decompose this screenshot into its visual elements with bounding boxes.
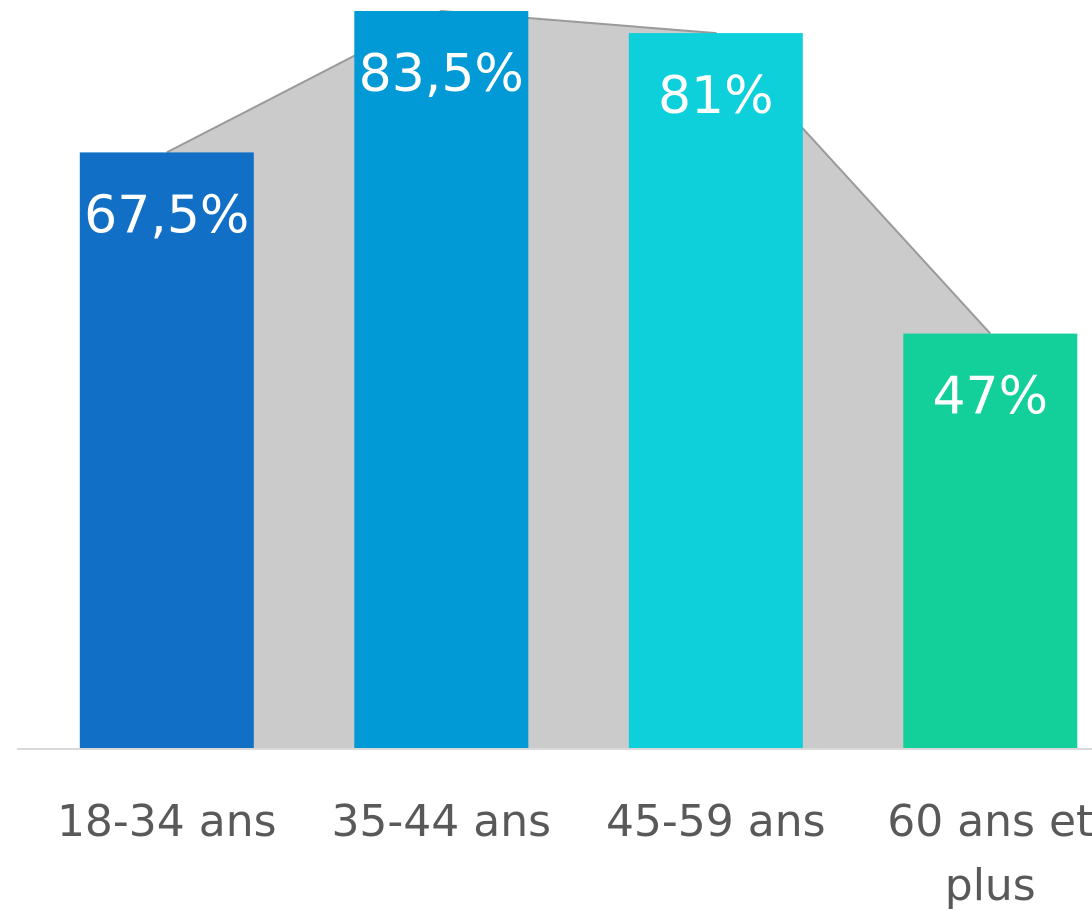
category-label-2-line-1: 35-44 ans — [331, 796, 551, 847]
category-label-2: 35-44 ans — [331, 796, 551, 847]
category-labels-group: 18-34 ans 35-44 ans 45-59 ans 60 ans et plus — [57, 796, 1092, 911]
value-label-1: 67,5% — [84, 185, 249, 245]
category-label-1: 18-34 ans — [57, 796, 277, 847]
bar-2 — [354, 11, 528, 749]
value-label-4: 47% — [932, 367, 1048, 427]
category-label-4-line-1: 60 ans et — [887, 796, 1092, 847]
bar-3 — [629, 33, 803, 749]
value-label-2: 83,5% — [359, 44, 524, 104]
category-label-4: 60 ans et plus — [887, 796, 1092, 911]
category-label-1-line-1: 18-34 ans — [57, 796, 277, 847]
category-label-3-line-1: 45-59 ans — [606, 796, 826, 847]
category-label-3: 45-59 ans — [606, 796, 826, 847]
value-label-3: 81% — [658, 66, 774, 126]
trend-area — [167, 11, 991, 749]
category-label-4-line-2: plus — [945, 860, 1036, 911]
